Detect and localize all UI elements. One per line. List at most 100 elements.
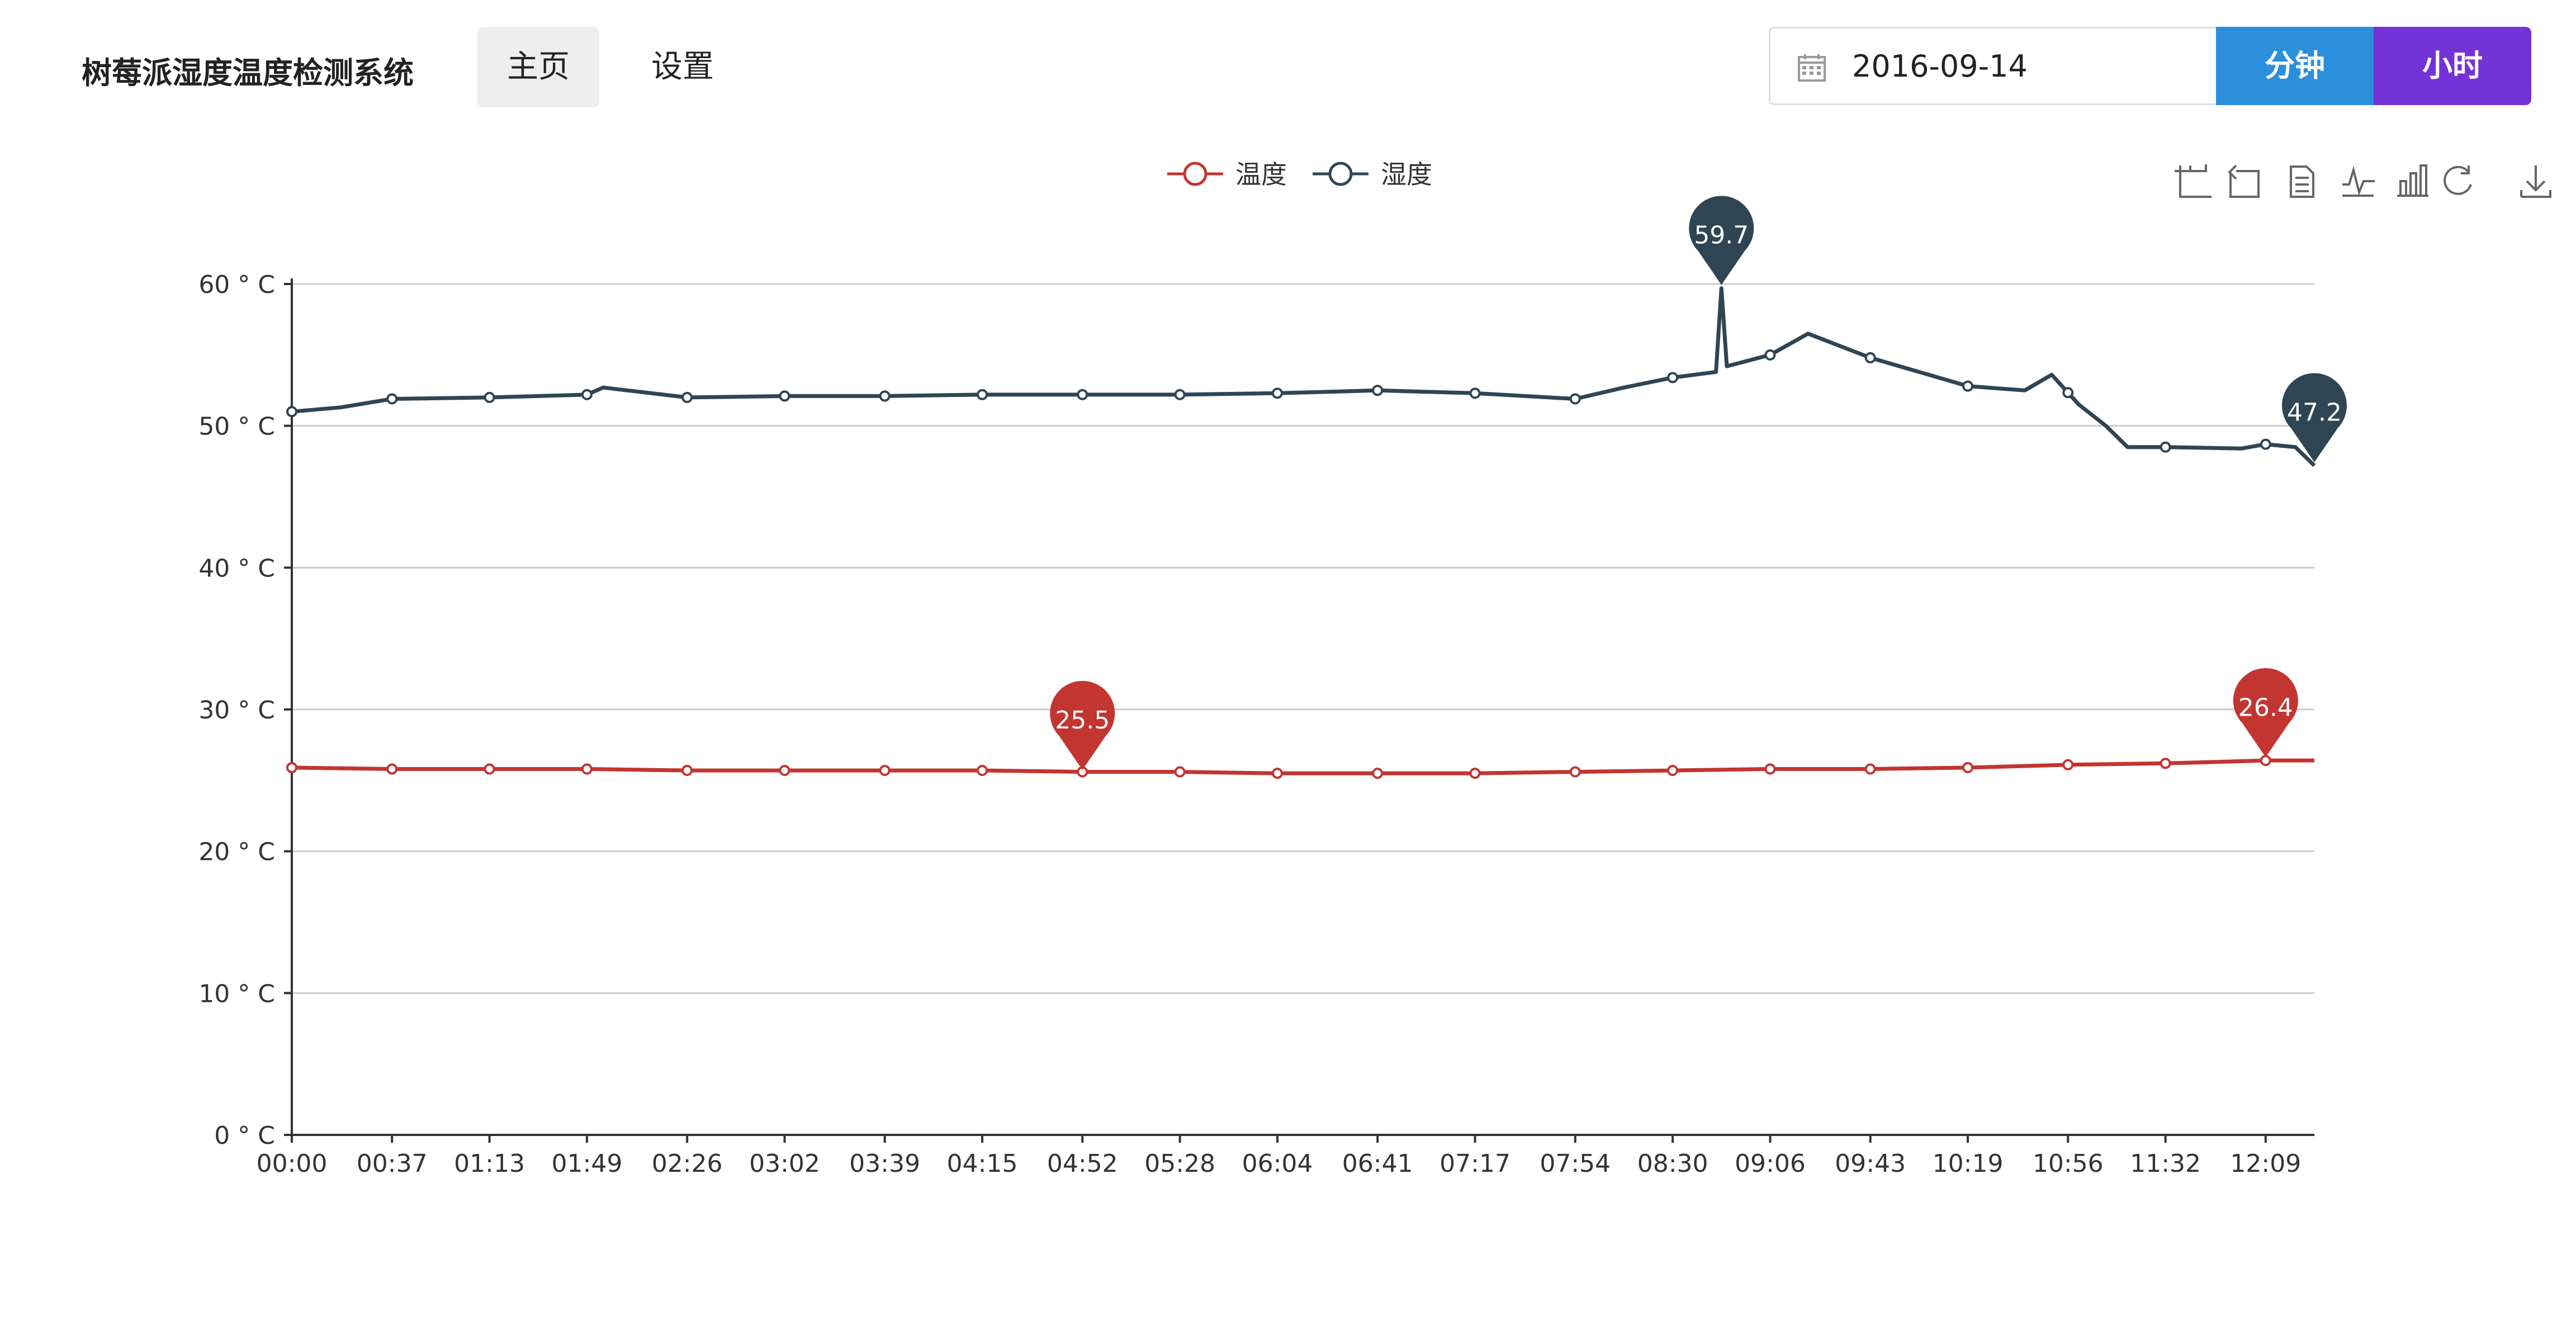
temperature-point[interactable]: [977, 765, 988, 777]
temperature-point[interactable]: [1962, 762, 1974, 774]
humidity-point[interactable]: [1174, 389, 1186, 400]
temperature-point[interactable]: [681, 765, 693, 777]
line-chart-icon[interactable]: [2342, 165, 2375, 197]
x-tick-label: 10:19: [1933, 1149, 2004, 1178]
chart-legend: 温度 湿度: [1167, 159, 1432, 190]
humidity-line[interactable]: [291, 286, 2316, 467]
y-tick-label: 60 ° C: [198, 271, 275, 299]
chart-toolbox: [2175, 164, 2551, 198]
x-tick-label: 06:41: [1342, 1149, 1413, 1178]
x-tick-label: 07:17: [1439, 1149, 1510, 1178]
humidity-pin-marker[interactable]: 47.2: [2282, 373, 2347, 462]
x-tick-label: 10:56: [2033, 1149, 2104, 1178]
pin-label: 59.7: [1694, 221, 1749, 250]
temperature-point[interactable]: [484, 763, 495, 775]
temperature-point[interactable]: [2160, 758, 2171, 769]
humidity-point[interactable]: [286, 406, 297, 418]
humidity-point[interactable]: [1077, 389, 1088, 400]
data-view-icon[interactable]: [2290, 165, 2314, 198]
x-tick-label: 00:37: [357, 1149, 428, 1178]
navbar: 树莓派湿度温度检测系统 主页 设置 2016-09-14 分钟 小时: [0, 0, 2576, 112]
pin-label: 25.5: [1055, 706, 1110, 735]
x-tick-label: 04:52: [1047, 1149, 1118, 1178]
legend-label-temperature: 温度: [1235, 159, 1287, 190]
humidity-point[interactable]: [2062, 387, 2074, 399]
pin-label: 26.4: [2238, 693, 2293, 722]
nav-item-home[interactable]: 主页: [477, 27, 599, 107]
humidity-point[interactable]: [977, 389, 988, 400]
pin-shape: [2282, 373, 2347, 462]
temperature-point[interactable]: [1569, 766, 1581, 778]
humidity-pin-marker[interactable]: 59.7: [1689, 196, 1754, 285]
temperature-pin-marker[interactable]: 26.4: [2233, 668, 2298, 758]
humidity-point[interactable]: [1667, 372, 1679, 384]
x-tick-label: 11:32: [2130, 1149, 2201, 1178]
brand-title[interactable]: 树莓派湿度温度检测系统: [82, 55, 414, 91]
humidity-point[interactable]: [1962, 380, 1974, 392]
humidity-point[interactable]: [681, 391, 693, 403]
humidity-point[interactable]: [581, 389, 593, 400]
humidity-point[interactable]: [879, 390, 891, 402]
temperature-point[interactable]: [1271, 768, 1283, 779]
hour-button[interactable]: 小时: [2374, 27, 2531, 105]
temperature-point[interactable]: [2260, 755, 2271, 766]
temperature-point[interactable]: [1174, 766, 1186, 778]
humidity-point[interactable]: [779, 390, 790, 402]
x-tick-label: 09:43: [1835, 1149, 1906, 1178]
date-picker[interactable]: 2016-09-14: [1769, 27, 2216, 105]
x-tick-label: 07:54: [1540, 1149, 1611, 1178]
x-tick-label: 00:00: [257, 1149, 328, 1178]
temperature-point[interactable]: [1372, 768, 1384, 779]
date-value: 2016-09-14: [1852, 49, 2028, 84]
y-tick-label: 50 ° C: [198, 413, 275, 441]
temperature-point[interactable]: [779, 765, 790, 777]
humidity-point[interactable]: [1764, 349, 1776, 361]
humidity-point[interactable]: [1864, 352, 1876, 363]
legend-item-humidity[interactable]: 湿度: [1313, 159, 1432, 190]
x-tick-label: 08:30: [1637, 1149, 1708, 1178]
temperature-point[interactable]: [386, 763, 398, 775]
minute-button[interactable]: 分钟: [2216, 27, 2374, 105]
humidity-point[interactable]: [2260, 438, 2271, 450]
temperature-point[interactable]: [2062, 759, 2074, 770]
temperature-point[interactable]: [286, 762, 297, 774]
y-tick-label: 20 ° C: [198, 838, 275, 867]
humidity-point[interactable]: [1271, 387, 1283, 399]
x-tick-label: 09:06: [1735, 1149, 1806, 1178]
x-tick-label: 03:39: [849, 1149, 920, 1178]
x-tick-label: 12:09: [2230, 1149, 2301, 1178]
temperature-point[interactable]: [1667, 765, 1679, 777]
x-tick-label: 03:02: [749, 1149, 820, 1178]
y-tick-label: 40 ° C: [198, 554, 275, 583]
temperature-point[interactable]: [581, 763, 593, 775]
humidity-point[interactable]: [1569, 393, 1581, 405]
humidity-point[interactable]: [386, 393, 398, 405]
humidity-point[interactable]: [2160, 441, 2171, 453]
pin-shape: [1050, 680, 1115, 770]
x-tick-label: 06:04: [1242, 1149, 1313, 1178]
y-tick-label: 10 ° C: [198, 979, 275, 1008]
humidity-point[interactable]: [484, 391, 495, 403]
temperature-point[interactable]: [1764, 763, 1776, 775]
temperature-point[interactable]: [1864, 763, 1876, 775]
data-zoom-icon[interactable]: [2175, 164, 2212, 198]
save-image-icon[interactable]: [2520, 165, 2551, 198]
temperature-point[interactable]: [1469, 768, 1481, 779]
temperature-point[interactable]: [879, 765, 891, 777]
x-tick-label: 01:49: [552, 1149, 623, 1178]
temperature-pin-marker[interactable]: 25.5: [1050, 680, 1115, 770]
restore-icon[interactable]: [2444, 165, 2472, 195]
x-tick-label: 02:26: [652, 1149, 723, 1178]
legend-item-temperature[interactable]: 温度: [1167, 159, 1287, 190]
bar-chart-icon[interactable]: [2397, 164, 2428, 197]
humidity-point[interactable]: [1469, 387, 1481, 399]
nav-item-settings[interactable]: 设置: [651, 49, 714, 85]
zoom-reset-icon[interactable]: [2228, 164, 2260, 198]
humidity-point[interactable]: [1372, 385, 1384, 396]
pin-shape: [2233, 668, 2298, 758]
temperature-line[interactable]: [291, 758, 2314, 775]
legend-label-humidity: 湿度: [1381, 159, 1432, 190]
y-tick-label: 0 ° C: [214, 1121, 275, 1150]
pin-shape: [1689, 196, 1754, 285]
